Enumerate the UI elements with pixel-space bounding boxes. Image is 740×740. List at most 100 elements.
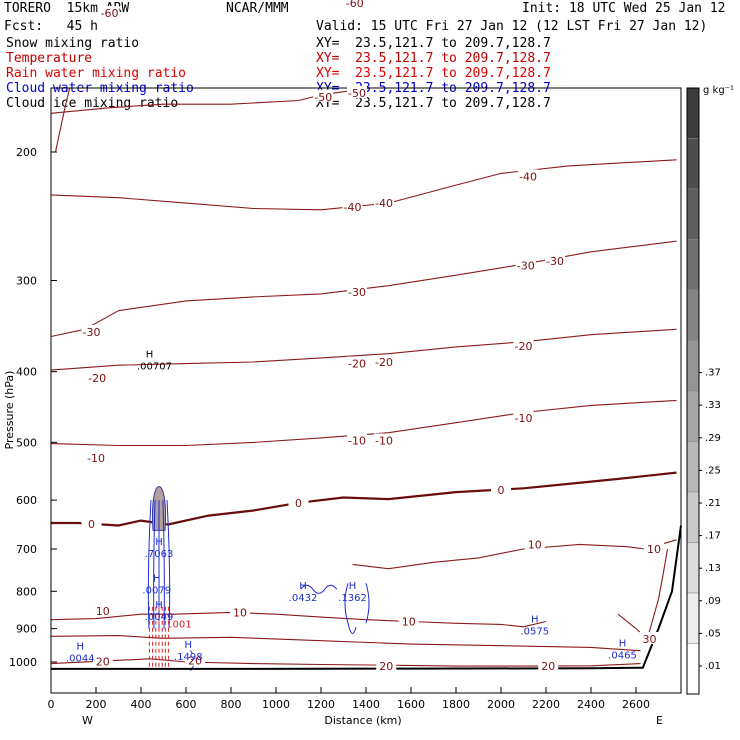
- colorbar-label: .17: [705, 531, 721, 542]
- contour-label: -40: [519, 170, 537, 183]
- cloud-water-contour: [344, 583, 370, 634]
- colorbar-swatch: [686, 188, 700, 240]
- x-tick-label: 1200: [307, 698, 335, 711]
- isotherm-30: [617, 548, 669, 640]
- field-name: Snow mixing ratio: [6, 36, 140, 51]
- y-tick-label: 400: [16, 366, 37, 379]
- isotherm--60: [54, 88, 71, 153]
- y-tick-label: 1000: [9, 656, 37, 669]
- contour-label-bg: [524, 537, 545, 550]
- y-tick-label: 600: [16, 494, 37, 507]
- x-tick-label: 2200: [532, 698, 560, 711]
- contour-label-bg: [92, 654, 113, 667]
- y-axis-ticks: 200 300 400 500 600 700 800 900 1000: [9, 146, 57, 669]
- colorbar-swatch: [686, 592, 700, 644]
- contour-label-bg: [644, 541, 664, 554]
- cloud-water-max-marker: H: [349, 581, 357, 592]
- x-tick-label: 2400: [577, 698, 605, 711]
- colorbar-label: .33: [705, 400, 721, 411]
- isotherm-20: [51, 635, 641, 652]
- contour-label-bg: [639, 632, 660, 645]
- contour-label: -60: [101, 7, 119, 20]
- contour-label: 10: [647, 543, 661, 556]
- cloud-water-column: [147, 486, 370, 672]
- contour-label: 10: [402, 615, 416, 628]
- contour-label: -50: [348, 87, 366, 100]
- isotherm--20: [51, 328, 677, 371]
- contour-label-bg: [513, 410, 534, 423]
- snow-max-marker: H: [146, 350, 154, 361]
- cloud-water-max-value: .1498: [174, 652, 203, 663]
- cloud-water-max-marker: H: [531, 615, 539, 626]
- east-label: E: [656, 714, 663, 727]
- isotherm--40: [51, 159, 677, 211]
- cloud-water-max-marker: H: [299, 581, 307, 592]
- x-axis-ticks: 0 200 400 600 800 1000 1200 1400 1600 1800 2000 220…: [48, 687, 650, 711]
- cloud-water-max-marker: H: [155, 600, 163, 611]
- cloud-water-max-marker: H: [153, 573, 161, 584]
- cloud-water-max-value: .1362: [338, 593, 367, 604]
- cloud-water-max-marker: H: [619, 638, 627, 649]
- colorbar-swatch: [686, 441, 700, 493]
- x-tick-label: 2000: [487, 698, 515, 711]
- cloud-water-max-marker: H: [76, 642, 84, 653]
- x-tick-label: 800: [221, 698, 242, 711]
- cloud-water-max-marker: H: [155, 537, 163, 548]
- contour-label: -20: [348, 358, 366, 371]
- valid-label: Valid: 15 UTC Fri 27 Jan 12 (12 LST Fri …: [316, 19, 708, 34]
- contour-label-bg: [230, 605, 250, 618]
- colorbar-swatch: [686, 390, 700, 442]
- contour-label: 10: [233, 606, 247, 619]
- y-tick-label: 700: [16, 543, 37, 556]
- contour-label-bg: [376, 659, 397, 672]
- contour-label: 20: [541, 660, 555, 673]
- contour-label-bg: [374, 433, 394, 446]
- contour-label-bg: [86, 450, 106, 463]
- colorbar-swatch: [686, 289, 700, 341]
- contour-label-bg: [87, 370, 108, 383]
- forecast-label: Fcst: 45 h: [4, 19, 98, 34]
- contour-label-bg: [347, 85, 367, 98]
- x-tick-label: 0: [48, 698, 55, 711]
- contour-label-bg: [538, 659, 559, 672]
- contour-label-bg: [398, 614, 419, 627]
- contour-label-bg: [313, 89, 334, 102]
- contour-label-bg: [99, 6, 120, 19]
- west-label: W: [82, 714, 93, 727]
- contour-label-bg: [515, 258, 536, 271]
- cloud-water-max-value: .7063: [145, 549, 174, 560]
- cloud-water-max-value: .0432: [289, 593, 318, 604]
- contour-label: -40: [375, 197, 393, 210]
- y-tick-label: 900: [16, 623, 37, 636]
- contour-label-bg: [81, 325, 102, 338]
- field-xy: XY= 23.5,121.7 to 209.7,128.7: [316, 96, 551, 111]
- contour-label: 20: [188, 655, 202, 668]
- field-xy: XY= 23.5,121.7 to 209.7,128.7: [316, 66, 551, 81]
- contour-label-bg: [344, 0, 365, 9]
- cloud-water-contour: [300, 584, 338, 594]
- field-name: Temperature: [6, 51, 93, 66]
- rain-max-value: .001: [169, 619, 191, 630]
- cloud-water-contour: [147, 500, 152, 629]
- x-tick-label: 600: [176, 698, 197, 711]
- contour-label: 0: [498, 484, 505, 497]
- contour-label: -60: [346, 0, 364, 10]
- contour-label: -10: [515, 412, 533, 425]
- contour-label: 30: [643, 633, 657, 646]
- contour-label-bg: [513, 339, 534, 352]
- contour-label: 0: [295, 497, 302, 510]
- contour-label: -20: [88, 372, 106, 385]
- x-axis-title: Distance (km): [324, 714, 401, 727]
- cloud-water-max-marker: H: [184, 640, 192, 651]
- colorbar-label: .29: [705, 433, 721, 444]
- cloud-water-max-value: .0044: [66, 654, 95, 665]
- terrain-line: [51, 525, 682, 670]
- cloud-water-contour: [166, 500, 171, 629]
- x-tick-label: 1800: [442, 698, 470, 711]
- x-tick-label: 1400: [352, 698, 380, 711]
- terrain: [51, 525, 682, 670]
- colorbar-label: .01: [705, 661, 721, 672]
- contour-label-bg: [92, 604, 113, 617]
- isotherm-10: [51, 611, 547, 628]
